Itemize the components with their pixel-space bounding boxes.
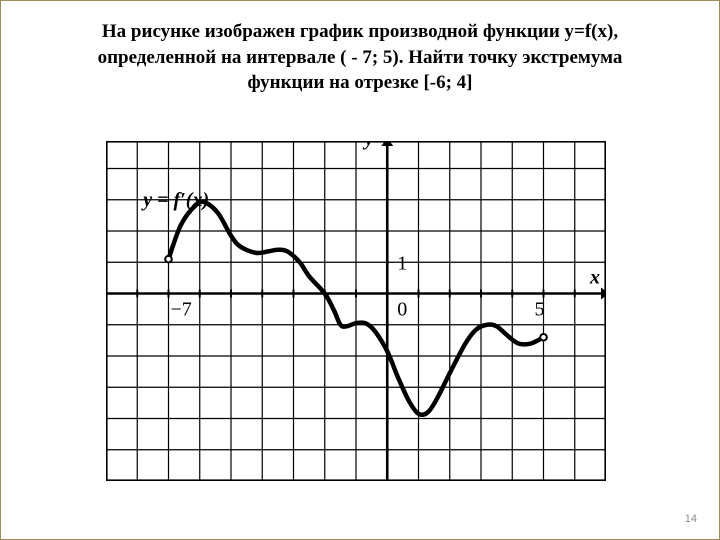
derivative-graph: y x 0 1 −7 5 y = f′(x) xyxy=(106,141,606,481)
svg-text:5: 5 xyxy=(535,299,545,321)
svg-text:0: 0 xyxy=(397,299,407,321)
svg-text:1: 1 xyxy=(397,252,407,274)
page-number: 14 xyxy=(685,513,697,525)
chart-container: y x 0 1 −7 5 y = f′(x) xyxy=(106,141,606,486)
svg-text:y = f′(x): y = f′(x) xyxy=(141,189,209,211)
problem-title: На рисунке изображен график производной … xyxy=(1,1,719,96)
svg-text:x: x xyxy=(589,267,600,289)
svg-text:−7: −7 xyxy=(171,299,192,321)
svg-text:y: y xyxy=(363,141,374,150)
slide-page: На рисунке изображен график производной … xyxy=(0,0,720,540)
